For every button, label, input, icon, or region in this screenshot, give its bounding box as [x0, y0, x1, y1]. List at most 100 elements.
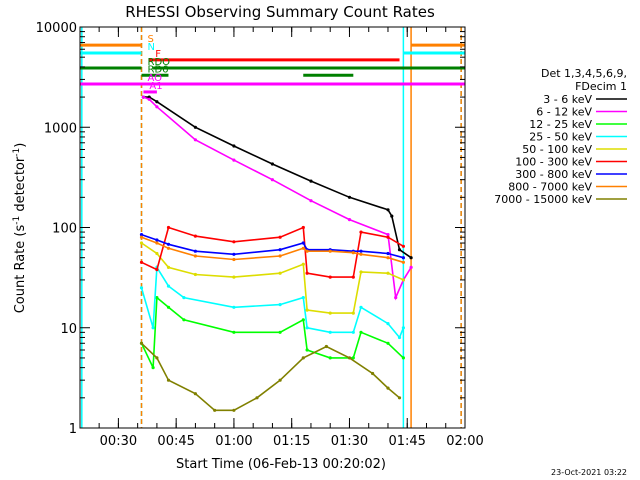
x-tick-label-4: 01:30 — [331, 434, 368, 449]
series-2-point-11 — [359, 330, 363, 334]
series-5-point-9 — [351, 275, 355, 279]
x-axis-label: Start Time (06-Feb-13 00:20:02) — [176, 457, 386, 472]
series-3-point-10 — [351, 330, 355, 334]
y-tick-label-2: 100 — [52, 222, 77, 237]
series-4-point-5 — [278, 271, 282, 275]
y-axis-label: Count Rate (s-1 detector-1) — [12, 143, 28, 314]
series-2-point-7 — [301, 318, 305, 322]
series-8-point-3 — [193, 392, 197, 396]
flag-label-rd6: RD6 — [148, 64, 169, 75]
series-6-point-2 — [166, 242, 171, 246]
series-5-point-11 — [386, 235, 390, 239]
series-1-point-11 — [409, 265, 413, 269]
series-4-point-6 — [301, 262, 305, 266]
series-0-point-7 — [347, 195, 352, 199]
x-tick-label-5: 01:45 — [388, 434, 425, 449]
y-tick-label-3: 10 — [60, 322, 77, 337]
plot-frame — [79, 26, 466, 429]
series-1-point-1 — [147, 97, 151, 101]
series-3-point-3 — [166, 284, 171, 288]
series-3-point-1 — [151, 326, 155, 330]
series-5-point-8 — [328, 275, 332, 279]
series-2-point-10 — [351, 356, 355, 360]
series-7-point-12 — [401, 260, 405, 264]
series-5-point-5 — [278, 235, 282, 239]
series-6-point-12 — [401, 256, 405, 260]
series-5-point-1 — [155, 268, 159, 272]
series-3-point-13 — [397, 335, 402, 340]
series-3-point-12 — [386, 322, 390, 326]
legend-label-3: 25 - 50 keV — [529, 131, 592, 144]
legend-label-8: 7000 - 15000 keV — [494, 193, 592, 206]
legend-label-7: 800 - 7000 keV — [508, 181, 592, 194]
series-4-point-2 — [166, 265, 171, 269]
series-1-point-2 — [155, 105, 159, 109]
series-4-point-1 — [155, 251, 159, 256]
series-0-point-5 — [270, 162, 274, 166]
series-2-point-5 — [232, 330, 236, 334]
series-4-point-8 — [328, 311, 332, 315]
series-0-point-11 — [409, 256, 413, 260]
series-1-point-6 — [309, 199, 313, 203]
x-tick-label-2: 01:00 — [215, 434, 252, 449]
x-tick-label-0: 00:30 — [100, 434, 137, 449]
series-5-point-2 — [166, 225, 171, 230]
series-0-point-10 — [397, 248, 402, 252]
series-0-point-9 — [390, 214, 394, 218]
series-8-point-11 — [371, 371, 375, 376]
series-8-point-5 — [232, 408, 236, 412]
series-4-point-3 — [193, 272, 197, 277]
series-3-point-11 — [359, 305, 363, 309]
series-0-point-2 — [155, 100, 159, 104]
series-7-point-0 — [139, 235, 144, 239]
series-line-2 — [140, 295, 404, 368]
flag-label-f: F — [155, 49, 161, 60]
series-1-point-0 — [141, 95, 145, 99]
series-7-point-7 — [305, 249, 309, 253]
series-7-point-4 — [232, 257, 236, 262]
series-5-point-4 — [232, 240, 236, 244]
series-line-1 — [143, 96, 412, 301]
flag-label-rdo: RDO — [148, 57, 171, 68]
series-line-3 — [140, 264, 405, 340]
series-3-point-14 — [401, 326, 405, 330]
series-0-point-8 — [386, 208, 390, 212]
series-1-point-9 — [394, 296, 398, 300]
series-5-point-6 — [301, 225, 305, 230]
series-line-4 — [141, 242, 404, 314]
series-8-point-9 — [324, 344, 328, 349]
series-4-point-9 — [351, 311, 355, 315]
series-6-point-0 — [139, 233, 144, 237]
series-3-point-4 — [182, 296, 186, 300]
series-4-point-10 — [359, 270, 363, 274]
timestamp: 23-Oct-2021 03:22 — [551, 468, 627, 477]
series-5-point-10 — [359, 230, 363, 234]
flag-label-a1: A1 — [149, 81, 162, 92]
series-2-point-6 — [278, 330, 282, 334]
legend-header-2: FDecim 1 — [575, 80, 627, 93]
y-tick-label-4: 1 — [69, 422, 77, 437]
x-tick-label-6: 02:00 — [446, 434, 483, 449]
series-6-point-11 — [386, 251, 390, 256]
series-7-point-6 — [301, 246, 305, 250]
series-6-point-4 — [232, 252, 236, 256]
series-7-point-2 — [166, 246, 171, 250]
y-tick-label-1: 1000 — [44, 121, 77, 136]
series-3-point-8 — [305, 326, 309, 330]
series-8-point-1 — [155, 356, 159, 360]
chart-title: RHESSI Observing Summary Count Rates — [125, 3, 435, 21]
series-2-point-4 — [182, 318, 186, 322]
series-7-point-9 — [351, 251, 355, 255]
series-0-point-3 — [193, 125, 197, 129]
legend-label-6: 300 - 800 keV — [515, 168, 592, 181]
series-7-point-1 — [155, 241, 159, 245]
series-4-point-11 — [386, 271, 390, 275]
series-2-point-2 — [155, 296, 159, 300]
series-4-point-12 — [401, 278, 405, 282]
series-7-point-5 — [278, 254, 282, 258]
series-2-point-1 — [151, 366, 155, 370]
series-6-point-5 — [278, 248, 282, 252]
series-0-point-4 — [232, 144, 236, 148]
